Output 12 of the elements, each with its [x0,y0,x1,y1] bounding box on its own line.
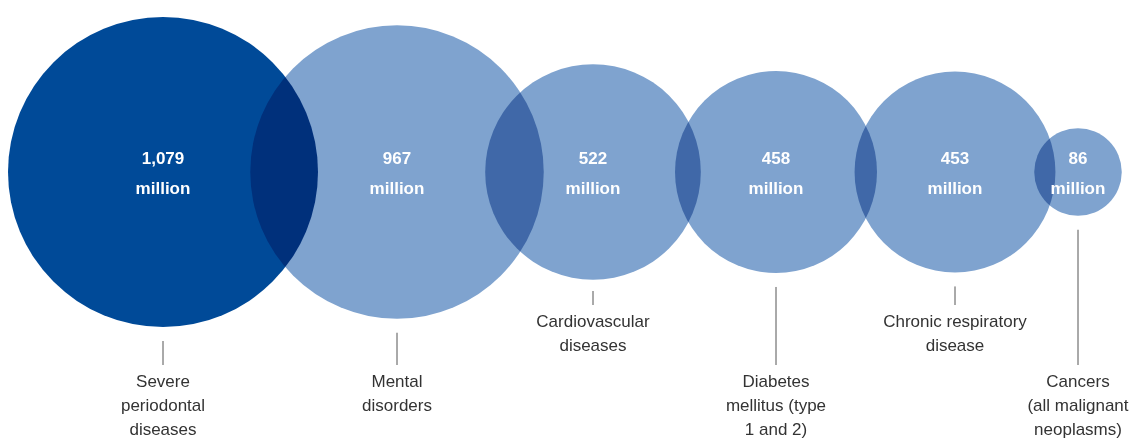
category-label: Mental disorders [362,372,432,415]
category-label: Chronic respiratory disease [883,312,1028,355]
data-label: 453 million [927,149,983,198]
category-label: Diabetes mellitus (type 1 and 2) [725,372,827,439]
data-label: 1,079 million [135,149,191,198]
category-label: Severe periodontal diseases [120,372,206,439]
data-label: 458 million [748,149,804,198]
category-label: Cardiovascular diseases [536,312,651,355]
data-label: 522 million [565,149,621,198]
data-label: 967 million [369,149,425,198]
category-label: Cancers (all malignant neoplasms) [1027,372,1129,439]
data-label: 86 million [1050,149,1106,198]
